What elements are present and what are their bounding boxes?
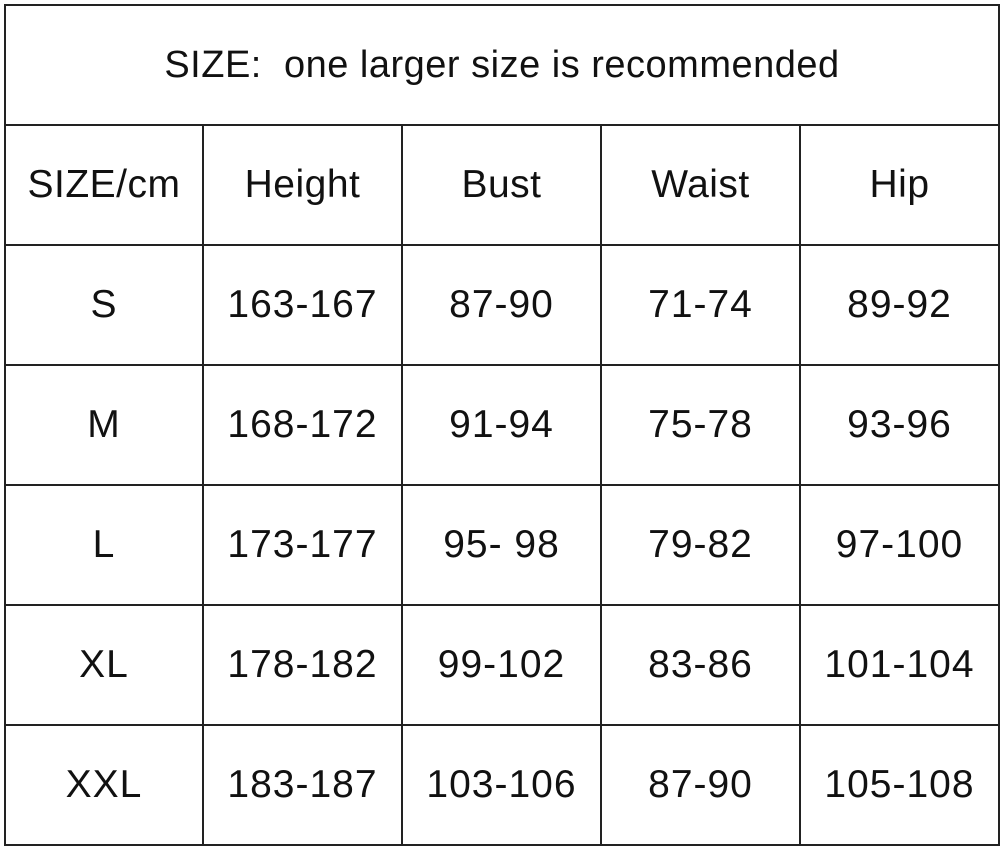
table-cell: 93-96 bbox=[799, 364, 1000, 486]
title-row: SIZE: one larger size is recommended bbox=[4, 4, 1000, 126]
table-cell: 101-104 bbox=[799, 604, 1000, 726]
table-cell: 79-82 bbox=[600, 484, 801, 606]
table-cell: 87-90 bbox=[600, 724, 801, 846]
table-cell: 99-102 bbox=[401, 604, 602, 726]
table-cell: 71-74 bbox=[600, 244, 801, 366]
column-header: Height bbox=[202, 124, 403, 246]
table-cell: 163-167 bbox=[202, 244, 403, 366]
table-cell: 89-92 bbox=[799, 244, 1000, 366]
table-cell: 95- 98 bbox=[401, 484, 602, 606]
table-cell: 103-106 bbox=[401, 724, 602, 846]
table-row: XL 178-182 99-102 83-86 101-104 bbox=[4, 604, 1000, 726]
column-header: Waist bbox=[600, 124, 801, 246]
size-label-cell: L bbox=[4, 484, 204, 606]
column-header: SIZE/cm bbox=[4, 124, 204, 246]
column-header: Bust bbox=[401, 124, 602, 246]
table-row: M 168-172 91-94 75-78 93-96 bbox=[4, 364, 1000, 486]
size-label-cell: M bbox=[4, 364, 204, 486]
table-cell: 75-78 bbox=[600, 364, 801, 486]
table-cell: 97-100 bbox=[799, 484, 1000, 606]
table-cell: 91-94 bbox=[401, 364, 602, 486]
table-cell: 105-108 bbox=[799, 724, 1000, 846]
size-chart-table: SIZE: one larger size is recommended SIZ… bbox=[4, 4, 1000, 846]
table-cell: 183-187 bbox=[202, 724, 403, 846]
table-cell: 178-182 bbox=[202, 604, 403, 726]
table-cell: 87-90 bbox=[401, 244, 602, 366]
size-label-cell: XL bbox=[4, 604, 204, 726]
table-title: SIZE: one larger size is recommended bbox=[4, 4, 1000, 126]
column-header: Hip bbox=[799, 124, 1000, 246]
size-label-cell: S bbox=[4, 244, 204, 366]
table-cell: 168-172 bbox=[202, 364, 403, 486]
table-cell: 83-86 bbox=[600, 604, 801, 726]
header-row: SIZE/cm Height Bust Waist Hip bbox=[4, 124, 1000, 246]
table-cell: 173-177 bbox=[202, 484, 403, 606]
size-label-cell: XXL bbox=[4, 724, 204, 846]
table-row: L 173-177 95- 98 79-82 97-100 bbox=[4, 484, 1000, 606]
table-row: S 163-167 87-90 71-74 89-92 bbox=[4, 244, 1000, 366]
table-row: XXL 183-187 103-106 87-90 105-108 bbox=[4, 724, 1000, 846]
